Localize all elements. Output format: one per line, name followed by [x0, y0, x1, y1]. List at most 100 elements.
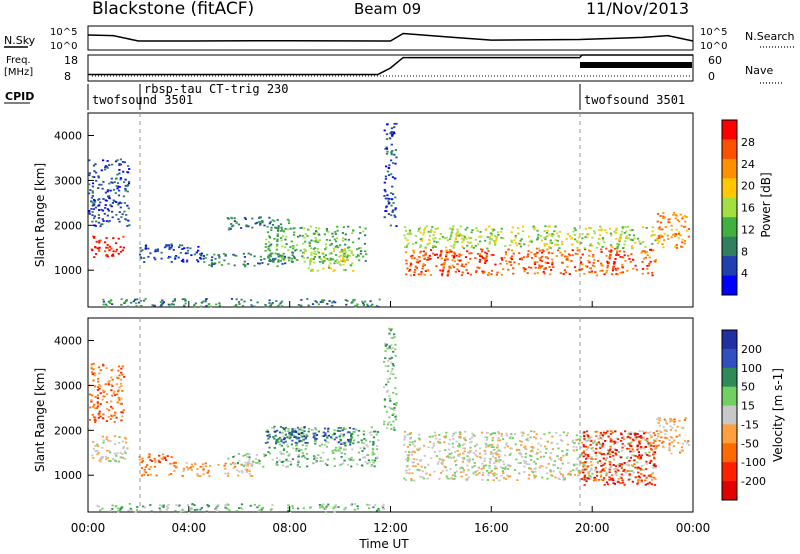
- scatter-cell: [217, 504, 220, 506]
- scatter-cell: [118, 186, 121, 188]
- scatter-cell: [117, 390, 120, 393]
- scatter-cell: [300, 304, 303, 307]
- scatter-cell: [208, 303, 211, 305]
- scatter-cell: [446, 477, 449, 480]
- scatter-cell: [474, 471, 477, 473]
- scatter-cell: [616, 441, 619, 444]
- scatter-cell: [648, 444, 651, 447]
- scatter-cell: [333, 457, 336, 460]
- scatter-cell: [390, 151, 393, 154]
- scatter-cell: [384, 357, 387, 360]
- scatter-cell: [566, 259, 569, 261]
- scatter-cell: [324, 248, 327, 251]
- scatter-cell: [674, 217, 677, 220]
- scatter-cell: [255, 221, 259, 224]
- scatter-cell: [615, 254, 618, 256]
- scatter-cell: [124, 184, 127, 187]
- scatter-cell: [264, 249, 267, 252]
- scatter-cell: [280, 461, 283, 463]
- freq-label: Freq.: [6, 55, 31, 66]
- velocity-panel: Slant Range [km]: [33, 317, 694, 513]
- scatter-cell: [352, 439, 356, 442]
- scatter-cell: [555, 255, 558, 257]
- scatter-cell: [534, 462, 538, 465]
- scatter-cell: [600, 248, 603, 251]
- scatter-cell: [268, 254, 271, 257]
- scatter-cell: [111, 210, 114, 213]
- scatter-cell: [196, 472, 199, 475]
- scatter-cell: [584, 227, 587, 230]
- scatter-cell: [610, 478, 613, 481]
- scatter-cell: [517, 462, 520, 465]
- scatter-cell: [314, 442, 317, 445]
- scatter-cell: [345, 256, 348, 259]
- scatter-cell: [614, 470, 617, 473]
- scatter-cell: [101, 456, 104, 459]
- scatter-cell: [301, 234, 304, 237]
- scatter-cell: [608, 257, 611, 260]
- scatter-cell: [465, 237, 468, 240]
- scatter-cell: [97, 247, 100, 250]
- scatter-cell: [648, 262, 651, 265]
- scatter-cell: [405, 458, 408, 461]
- scatter-cell: [351, 262, 354, 265]
- scatter-cell: [451, 254, 454, 257]
- scatter-cell: [115, 213, 118, 216]
- scatter-cell: [406, 460, 409, 462]
- scatter-cell: [109, 460, 112, 462]
- scatter-cell: [608, 471, 611, 474]
- scatter-cell: [148, 456, 151, 459]
- scatter-cell: [656, 237, 659, 240]
- scatter-cell: [102, 391, 105, 394]
- scatter-cell: [565, 258, 568, 261]
- scatter-cell: [649, 460, 652, 462]
- scatter-cell: [90, 208, 93, 210]
- scatter-cell: [101, 223, 104, 226]
- scatter-cell: [286, 218, 289, 221]
- scatter-cell: [276, 265, 279, 268]
- scatter-cell: [95, 220, 98, 223]
- scatter-cell: [391, 150, 394, 152]
- scatter-cell: [93, 217, 96, 220]
- scatter-cell: [643, 447, 646, 449]
- scatter-cell: [505, 260, 508, 262]
- scatter-cell: [589, 250, 592, 253]
- scatter-cell: [206, 471, 209, 474]
- scatter-cell: [300, 226, 303, 229]
- scatter-cell: [454, 460, 457, 463]
- scatter-cell: [343, 453, 346, 455]
- scatter-cell: [549, 247, 552, 249]
- scatter-cell: [120, 385, 123, 387]
- scatter-cell: [104, 199, 107, 202]
- scatter-cell: [609, 430, 612, 433]
- scatter-cell: [291, 260, 294, 263]
- scatter-cell: [371, 459, 374, 462]
- scatter-cell: [479, 248, 483, 251]
- scatter-cell: [611, 431, 614, 434]
- scatter-cell: [369, 305, 372, 308]
- scatter-cell: [563, 269, 566, 272]
- scatter-cell: [117, 377, 120, 380]
- scatter-cell: [462, 458, 465, 460]
- scatter-cell: [524, 452, 528, 455]
- scatter-cell: [164, 457, 167, 460]
- scatter-cell: [559, 467, 562, 470]
- scatter-cell: [675, 247, 678, 249]
- scatter-cell: [223, 464, 226, 467]
- scatter-cell: [372, 461, 375, 464]
- scatter-cell: [458, 467, 462, 470]
- scatter-cell: [391, 211, 394, 213]
- scatter-cell: [601, 434, 604, 437]
- scatter-cell: [96, 453, 99, 456]
- scatter-cell: [102, 198, 105, 200]
- scatter-cell: [653, 484, 657, 486]
- scatter-cell: [308, 427, 311, 430]
- scatter-cell: [91, 195, 94, 197]
- scatter-cell: [465, 269, 468, 271]
- scatter-cell: [615, 227, 618, 230]
- scatter-cell: [331, 235, 334, 238]
- scatter-cell: [298, 440, 301, 443]
- scatter-cell: [640, 251, 643, 254]
- scatter-cell: [321, 260, 324, 263]
- scatter-cell: [301, 435, 304, 438]
